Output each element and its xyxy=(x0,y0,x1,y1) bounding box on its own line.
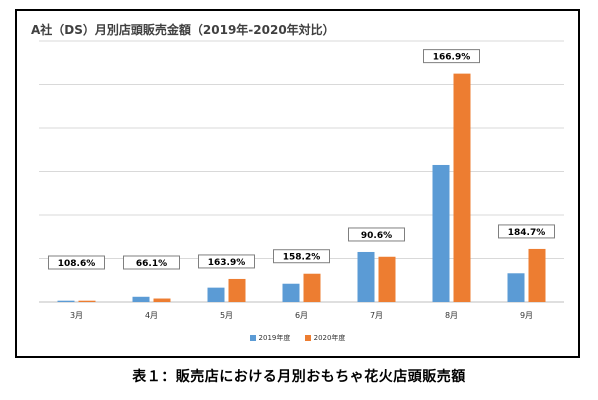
x-tick-label: 3月 xyxy=(70,311,83,320)
x-tick-label: 8月 xyxy=(445,311,458,320)
x-tick-label: 7月 xyxy=(370,311,383,320)
bar-2019-7 xyxy=(357,251,375,302)
x-tick-label: 6月 xyxy=(295,311,308,320)
ratio-label: 90.6% xyxy=(361,231,392,241)
legend-item-2019: 2019年度 xyxy=(249,333,291,343)
ratio-label: 163.9% xyxy=(208,258,246,268)
x-tick-label: 4月 xyxy=(145,311,158,320)
bar-2020-5 xyxy=(228,278,246,302)
ratio-label: 66.1% xyxy=(136,259,167,269)
legend-label-2019: 2019年度 xyxy=(258,334,291,342)
ratio-label-box xyxy=(498,224,555,239)
bar-2019-3 xyxy=(57,300,75,302)
x-tick-label: 9月 xyxy=(520,311,533,320)
x-tick-label: 5月 xyxy=(220,311,233,320)
bar-2020-6 xyxy=(303,273,321,302)
plot-area: 3月 108.6% 4月 66.1% 5月 163.9% 6月 158.2% 7月 90.6% 8月… xyxy=(39,40,564,320)
bar-2019-4 xyxy=(132,296,150,302)
bar-2020-8 xyxy=(453,73,471,302)
ratio-label-box xyxy=(48,255,105,270)
legend-label-2020: 2020年度 xyxy=(313,334,346,342)
ratio-label: 108.6% xyxy=(58,259,96,269)
ratio-label: 166.9% xyxy=(433,53,471,63)
chart-frame: A社（DS）月別店頭販売金額（2019年-2020年対比） 3月 108.6% 4月… xyxy=(15,9,580,358)
ratio-label: 158.2% xyxy=(283,253,321,263)
legend-item-2020: 2020年度 xyxy=(304,333,346,343)
legend-swatch-2019 xyxy=(249,335,256,341)
ratio-label-box xyxy=(123,255,180,270)
bar-2019-5 xyxy=(207,287,225,302)
bar-2019-6 xyxy=(282,283,300,302)
bar-2020-7 xyxy=(378,256,396,302)
ratio-label-box xyxy=(423,49,480,64)
ratio-label: 184.7% xyxy=(508,228,546,238)
ratio-label-box xyxy=(198,254,255,269)
ratio-label-box xyxy=(348,227,405,242)
legend: 2019年度 2020年度 xyxy=(17,333,578,343)
figure-caption: 表１：販売店における月別おもちゃ花火店頭販売額 xyxy=(132,369,466,385)
bar-2020-9 xyxy=(528,248,546,302)
legend-swatch-2020 xyxy=(304,335,311,341)
chart-title: A社（DS）月別店頭販売金額（2019年-2020年対比） xyxy=(31,23,335,37)
ratio-label-box xyxy=(273,249,330,264)
bar-2019-8 xyxy=(432,164,450,302)
bar-2020-3 xyxy=(78,300,96,302)
bar-2019-9 xyxy=(507,273,525,302)
bar-2020-4 xyxy=(153,298,171,302)
